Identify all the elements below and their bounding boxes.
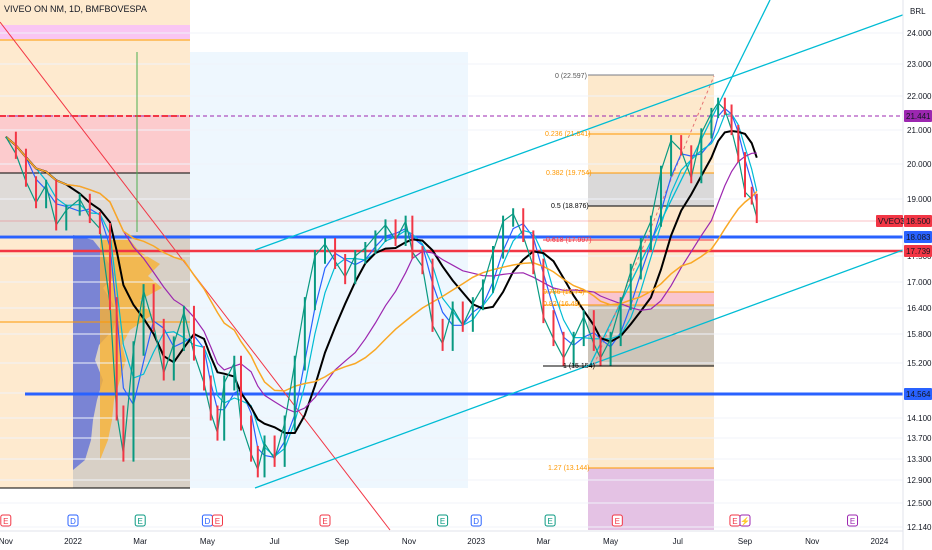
time-tick-label: Nov bbox=[402, 537, 416, 546]
event-marker-label: ⚡ bbox=[740, 516, 750, 526]
price-badge-label: 18.083 bbox=[906, 233, 931, 242]
time-tick-label: Mar bbox=[537, 537, 551, 546]
price-badge bbox=[904, 245, 932, 257]
event-marker-label: E bbox=[440, 517, 445, 526]
cyan-upper-channel bbox=[254, 4, 931, 251]
price-badge bbox=[904, 215, 932, 227]
price-tick-label: 15.200 bbox=[907, 359, 932, 368]
cyan-lower-channel bbox=[254, 249, 904, 489]
price-tick-label: 15.800 bbox=[907, 330, 932, 339]
price-badge-label: 18.500 bbox=[906, 217, 931, 226]
fib-label: 0.382 (19.754) bbox=[546, 170, 592, 177]
pink-band bbox=[0, 25, 190, 39]
ma-orange bbox=[5, 136, 758, 392]
time-tick-label: May bbox=[603, 537, 618, 546]
event-marker bbox=[470, 514, 482, 527]
price-badge-label: 21.441 bbox=[906, 112, 931, 121]
time-tick-label: Jul bbox=[269, 537, 279, 546]
price-badge-label: 14.564 bbox=[906, 390, 931, 399]
time-tick-label: 2024 bbox=[871, 537, 889, 546]
fib-label-layer: 0 (22.597) 0.236 (21.841) 0.382 (19.754) 0.… bbox=[543, 73, 595, 472]
time-axis[interactable]: Nov 2022 Mar May Jul Sep Nov 2023 Mar May Jul Sep No… bbox=[0, 514, 903, 546]
time-tick-label: Sep bbox=[738, 537, 753, 546]
event-marker-label: E bbox=[215, 517, 220, 526]
price-tick-label: 23.000 bbox=[907, 60, 932, 69]
fib-label: 0.618 (17.997) bbox=[546, 237, 592, 244]
time-tick-label: 2023 bbox=[467, 537, 485, 546]
fib-diagonal bbox=[593, 75, 715, 366]
blue-zone bbox=[190, 52, 468, 488]
time-tick-label: May bbox=[200, 537, 215, 546]
fib-label: 0.82 (16.49) bbox=[543, 301, 581, 308]
event-marker bbox=[319, 514, 331, 527]
price-badge-label: 17.739 bbox=[906, 247, 931, 256]
moving-average-layer bbox=[5, 107, 758, 458]
price-tick-label: 17.000 bbox=[907, 278, 932, 287]
time-tick-label: Nov bbox=[0, 537, 13, 546]
fib-label: 0.236 (21.841) bbox=[545, 131, 591, 138]
fib-label: 1 (15.154) bbox=[563, 363, 595, 370]
time-tick-label: Nov bbox=[805, 537, 819, 546]
price-tick-label: 19.000 bbox=[907, 195, 932, 204]
zone-layer bbox=[0, 0, 714, 530]
price-tick-label: 24.000 bbox=[907, 29, 932, 38]
price-tick-label: 16.400 bbox=[907, 304, 932, 313]
event-marker bbox=[67, 514, 79, 527]
event-marker-label: E bbox=[138, 517, 143, 526]
event-marker-label: D bbox=[205, 517, 211, 526]
event-marker bbox=[739, 514, 751, 527]
event-marker-label: E bbox=[547, 517, 552, 526]
event-marker bbox=[134, 514, 146, 527]
event-marker-label: E bbox=[322, 517, 327, 526]
time-tick-label: Sep bbox=[335, 537, 350, 546]
price-series bbox=[5, 97, 758, 478]
event-marker-label: D bbox=[70, 517, 76, 526]
event-marker bbox=[0, 514, 12, 527]
event-marker bbox=[544, 514, 556, 527]
price-tick-label: 12.140 bbox=[907, 523, 932, 532]
price-badge bbox=[876, 215, 903, 227]
fib-label: 0 (22.597) bbox=[555, 73, 587, 80]
currency-label: BRL bbox=[910, 7, 926, 16]
fib-label: 0.786 (16.74) bbox=[543, 289, 585, 296]
fib-label: 1.27 (13.144) bbox=[548, 465, 590, 472]
event-marker-label: E bbox=[732, 517, 737, 526]
ma-purple bbox=[5, 136, 757, 413]
fib-label: 0.5 (18.876) bbox=[551, 203, 589, 210]
time-tick-label: 2022 bbox=[64, 537, 82, 546]
price-tick-label: 14.100 bbox=[907, 414, 932, 423]
price-tick-label: 13.700 bbox=[907, 434, 932, 443]
price-badge bbox=[904, 231, 932, 243]
time-tick-label: Mar bbox=[133, 537, 147, 546]
price-tick-label: 22.000 bbox=[907, 92, 932, 101]
fib-grey-upper bbox=[588, 173, 714, 206]
event-marker bbox=[437, 514, 449, 527]
price-tick-label: 13.300 bbox=[907, 455, 932, 464]
grey-band-left bbox=[0, 173, 190, 235]
fib-purple bbox=[588, 468, 714, 530]
event-marker bbox=[847, 514, 859, 527]
event-marker-label: E bbox=[3, 517, 8, 526]
price-tick-label: 12.500 bbox=[907, 499, 932, 508]
price-tick-label: 21.000 bbox=[907, 126, 932, 135]
price-axis[interactable]: BRL 24.000 23.000 22.000 21.000 20.000 19.000… bbox=[876, 0, 932, 550]
price-badge bbox=[904, 110, 932, 122]
event-marker-label: E bbox=[850, 517, 855, 526]
fib-grey-lower bbox=[588, 305, 714, 366]
ma-black bbox=[5, 129, 758, 434]
chart-title: VIVEO ON NM, 1D, BMFBOVESPA bbox=[4, 4, 147, 14]
price-tick-label: 20.000 bbox=[907, 160, 932, 169]
level-layer bbox=[0, 39, 903, 489]
event-marker bbox=[611, 514, 623, 527]
event-marker bbox=[211, 514, 223, 527]
price-badge bbox=[904, 388, 932, 400]
event-marker-label: D bbox=[473, 517, 479, 526]
time-tick-label: Jul bbox=[673, 537, 683, 546]
event-marker-label: E bbox=[615, 517, 620, 526]
price-badge-label: VVEO3 bbox=[878, 217, 905, 226]
price-tick-label: 12.900 bbox=[907, 476, 932, 485]
